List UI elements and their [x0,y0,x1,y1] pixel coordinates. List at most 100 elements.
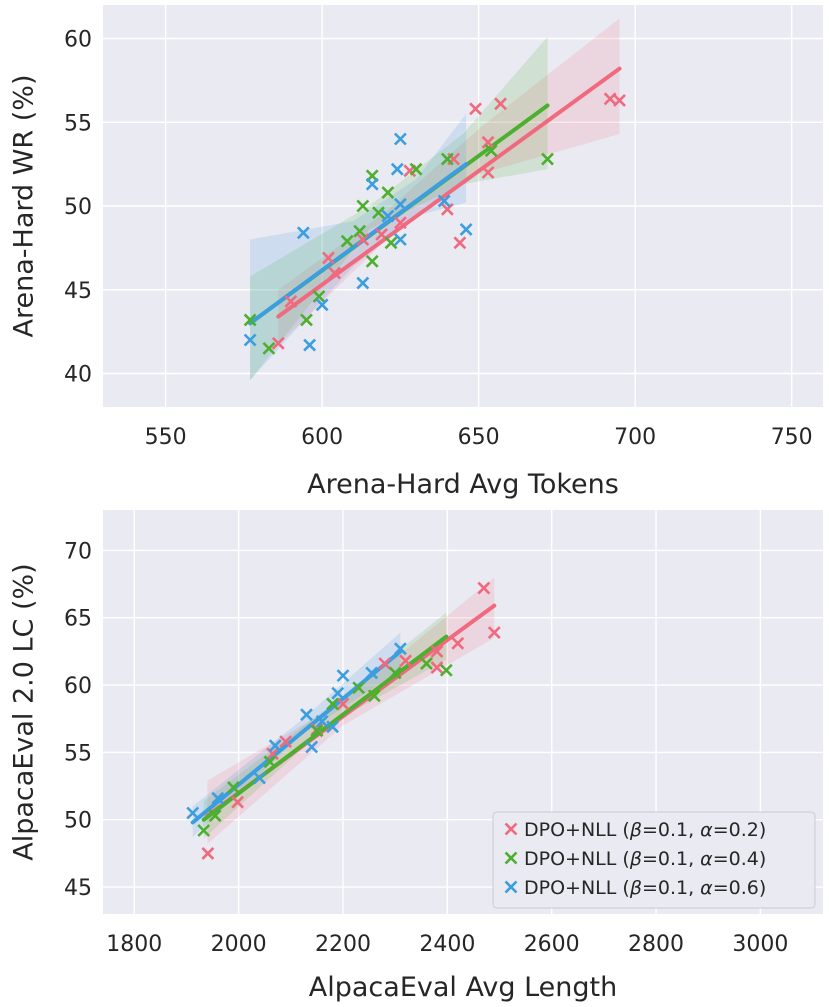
data-point [266,747,279,761]
data-point [388,666,402,680]
data-point [310,724,324,738]
data-point [352,681,366,695]
data-point [243,333,257,347]
x-tick-label: 650 [458,425,500,450]
y-tick-label: 50 [64,809,92,834]
data-point [365,254,379,268]
data-point [356,199,370,213]
data-point [356,233,370,246]
x-tick-label: 700 [614,425,656,450]
data-point [312,290,326,303]
data-point [315,715,329,728]
data-point [409,162,423,176]
legend-marker-x [504,880,518,894]
x-tick-label: 2400 [419,932,475,957]
data-point [541,152,554,166]
arena-hard-scatter-panel: 550 600 650 700 750 40 45 50 55 60 Arena-Hard Av… [9,5,823,500]
data-point [211,791,225,805]
x-tick-label: 1800 [106,932,162,957]
data-point [305,740,319,754]
x-tick-label: 750 [771,425,813,450]
y-tick-label: 60 [64,28,92,53]
data-point [372,206,385,220]
data-point [384,236,398,250]
data-point [469,102,482,116]
data-point [201,846,215,860]
x-tick-labels: 550 600 650 700 750 [145,425,813,450]
legend-marker-icon [504,822,518,836]
data-point [603,92,617,106]
data-points [243,92,626,355]
legend-label: DPO+NLL (β=0.1, α=0.2) [524,819,766,841]
data-point [326,697,339,711]
data-point [381,209,395,223]
data-point [481,135,495,149]
data-point [430,661,444,674]
data-point [393,233,407,246]
confidence-band [278,18,620,346]
confidence-band [250,113,467,381]
data-point [365,177,379,191]
y-tick-label: 55 [64,111,92,136]
y-tick-label: 55 [64,741,92,766]
data-point [481,166,495,179]
data-point [393,132,407,146]
legend-entry: DPO+NLL (β=0.1, α=0.6) [504,877,766,899]
data-point [367,689,381,703]
y-tick-label: 50 [64,195,92,220]
x-tick-label: 2800 [628,932,684,957]
confidence-bands [250,18,620,381]
data-point [328,266,342,280]
data-point [336,697,350,711]
data-points [186,581,501,860]
data-point [393,197,407,211]
y-axis-label: Arena-Hard WR (%) [9,75,40,338]
x-tick-label: 600 [301,425,343,450]
data-point [300,708,313,722]
x-axis-label: AlpacaEval Avg Length [309,972,617,1003]
x-tick-label: 550 [145,425,187,450]
x-tick-label: 2000 [211,932,267,957]
data-point [186,806,200,820]
data-point [356,276,370,290]
y-tick-label: 70 [64,539,92,564]
data-point [451,636,465,650]
legend-label: DPO+NLL (β=0.1, α=0.4) [524,848,766,870]
data-point [279,735,293,749]
data-point [437,194,451,208]
y-tick-labels: 45 50 55 60 65 70 [64,539,92,901]
legend-marker-icon [504,880,518,894]
data-point [197,824,211,837]
data-point [381,186,395,200]
y-axis-label: AlpacaEval 2.0 LC (%) [9,563,40,860]
data-point [390,162,404,176]
regression-line [190,649,403,825]
data-point [253,771,266,785]
data-point [439,663,453,677]
data-point [296,226,310,240]
confidence-band [250,36,548,381]
data-point [231,795,245,809]
data-point [440,202,454,216]
data-point [262,341,276,355]
data-point [303,338,317,352]
legend: DPO+NLL (β=0.1, α=0.2) DPO+NLL (β=0.1, α… [492,811,816,909]
legend-marker-x [504,851,518,865]
data-point [243,313,257,327]
legend-entry: DPO+NLL (β=0.1, α=0.2) [504,819,766,841]
legend-entry: DPO+NLL (β=0.1, α=0.4) [504,848,766,870]
data-point [420,657,433,670]
y-tick-label: 40 [64,363,92,388]
data-point [321,251,335,265]
data-point [477,581,491,595]
data-point [459,223,473,236]
data-point [399,654,413,668]
data-point [271,336,285,350]
data-point [494,97,507,111]
data-point [487,626,501,639]
x-tick-label: 3000 [732,932,788,957]
data-point [613,94,626,107]
x-tick-labels: 1800 2000 2200 2400 2600 2800 3000 [106,932,788,957]
data-point [378,657,392,670]
